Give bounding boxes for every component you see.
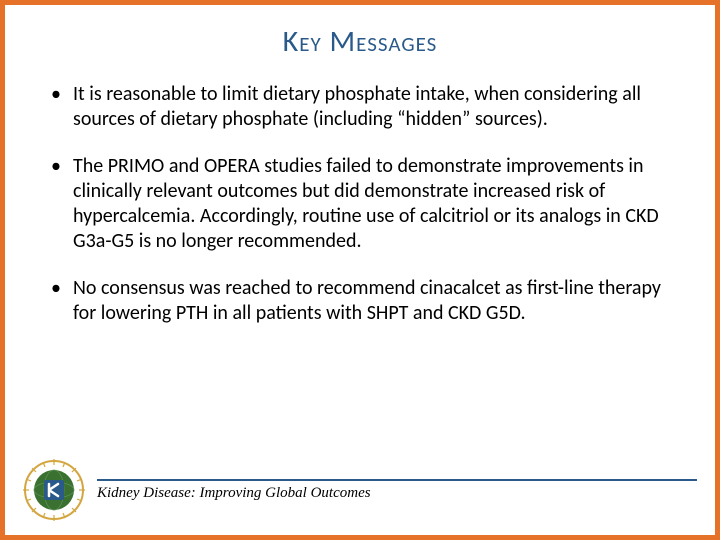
slide-title: Key Messages: [5, 23, 715, 60]
bullet-list: It is reasonable to limit dietary phosph…: [43, 82, 677, 326]
kdigo-logo-icon: [23, 459, 85, 521]
footer-line-wrap: Kidney Disease: Improving Global Outcome…: [97, 479, 697, 502]
list-item: The PRIMO and OPERA studies failed to de…: [43, 154, 677, 254]
footer-text: Kidney Disease: Improving Global Outcome…: [97, 485, 697, 502]
footer-rule: [97, 479, 697, 481]
content-area: It is reasonable to limit dietary phosph…: [5, 82, 715, 326]
list-item: It is reasonable to limit dietary phosph…: [43, 82, 677, 132]
list-item: No consensus was reached to recommend ci…: [43, 276, 677, 326]
footer: Kidney Disease: Improving Global Outcome…: [23, 459, 697, 521]
